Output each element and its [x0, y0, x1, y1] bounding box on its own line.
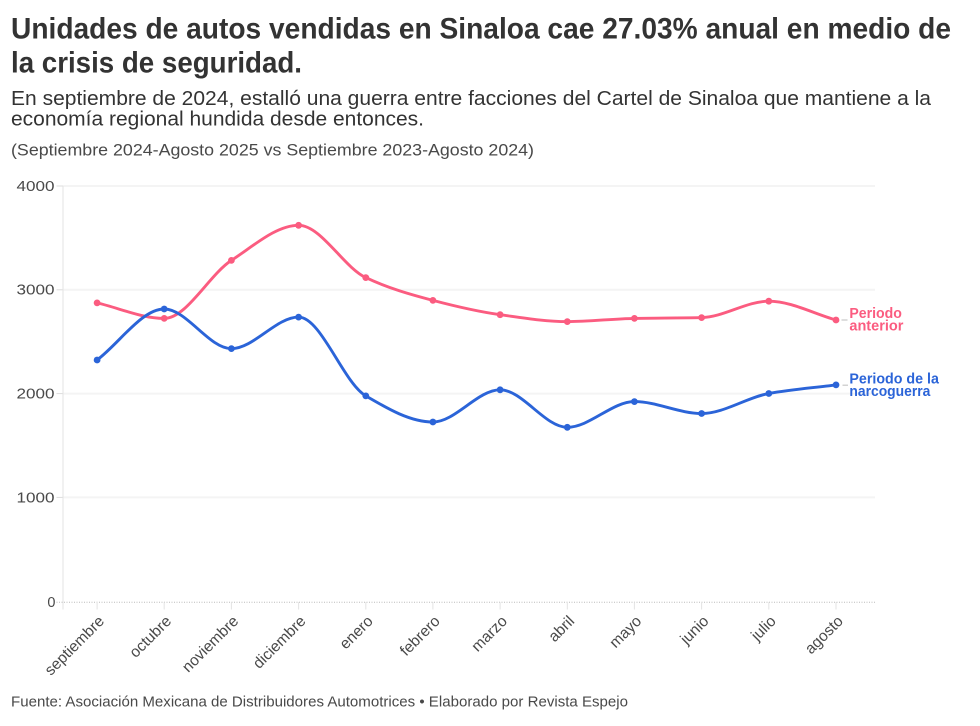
svg-text:anterior: anterior: [849, 318, 903, 334]
svg-text:4000: 4000: [17, 179, 55, 195]
svg-text:Periodo: Periodo: [849, 306, 902, 322]
svg-text:En septiembre de 2024, estalló: En septiembre de 2024, estalló una guerr…: [11, 88, 932, 110]
svg-text:Unidades de autos vendidas en: Unidades de autos vendidas en Sinaloa ca…: [11, 13, 951, 46]
svg-text:la crisis de seguridad.: la crisis de seguridad.: [11, 46, 302, 79]
svg-text:1000: 1000: [17, 490, 55, 506]
svg-text:(Septiembre 2024-Agosto 2025 v: (Septiembre 2024-Agosto 2025 vs Septiemb…: [11, 140, 534, 159]
svg-text:0: 0: [47, 595, 55, 611]
svg-text:Fuente: Asociación Mexicana de: Fuente: Asociación Mexicana de Distribui…: [11, 693, 628, 710]
svg-text:economía regional hundida desd: economía regional hundida desde entonces…: [11, 109, 424, 131]
svg-text:3000: 3000: [17, 283, 55, 299]
svg-text:Periodo de la: Periodo de la: [849, 372, 939, 388]
svg-text:narcoguerra: narcoguerra: [849, 384, 931, 400]
svg-text:2000: 2000: [17, 387, 55, 403]
